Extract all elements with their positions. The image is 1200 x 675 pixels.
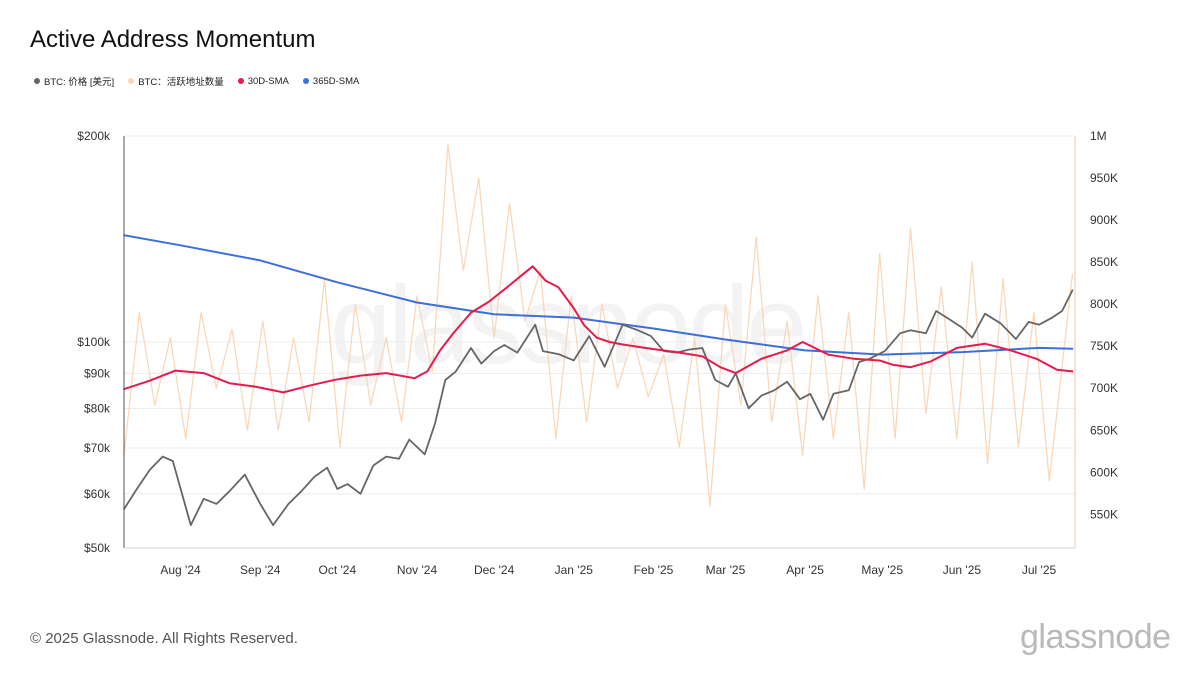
legend-swatch-price <box>34 78 40 84</box>
legend: BTC: 价格 [美元] BTC：活跃地址数量 30D-SMA 365D-SMA <box>34 74 359 88</box>
y-right-tick-label: 800K <box>1090 297 1118 311</box>
sma-30d-series-line <box>123 265 1074 394</box>
axes: $200k $100k $90k $80k $70k $60k $50k 1M 950K 900K… <box>77 129 1118 577</box>
active-addresses-series-line <box>123 143 1074 507</box>
x-tick-label: Apr '25 <box>786 563 824 577</box>
y-right-tick-label: 1M <box>1090 129 1107 143</box>
y-left-tick-label: $90k <box>84 366 111 380</box>
x-tick-label: Jul '25 <box>1022 563 1057 577</box>
y-left-tick-label: $100k <box>77 335 111 349</box>
x-tick-label: Oct '24 <box>319 563 357 577</box>
y-right-tick-label: 550K <box>1090 507 1118 521</box>
x-tick-label: Mar '25 <box>706 563 746 577</box>
price-series-line <box>123 289 1074 526</box>
y-left-tick-label: $70k <box>84 441 111 455</box>
y-left-tick-label: $60k <box>84 487 111 501</box>
y-left-tick-label: $200k <box>77 129 111 143</box>
x-tick-label: Dec '24 <box>474 563 515 577</box>
legend-label-365d-sma: 365D-SMA <box>312 75 360 87</box>
grid-lines <box>124 135 1075 549</box>
y-right-tick-label: 750K <box>1090 339 1118 353</box>
legend-label-30d-sma: 30D-SMA <box>247 75 289 87</box>
x-tick-label: Sep '24 <box>240 563 281 577</box>
legend-item-30d-sma[interactable]: 30D-SMA <box>237 74 289 88</box>
series-layer <box>123 143 1074 526</box>
legend-item-price[interactable]: BTC: 价格 [美元] <box>34 74 114 88</box>
x-tick-label: Feb '25 <box>634 563 674 577</box>
copyright-footer: © 2025 Glassnode. All Rights Reserved. <box>30 630 298 647</box>
x-tick-label: Nov '24 <box>397 563 438 577</box>
chart-title: Active Address Momentum <box>30 26 316 53</box>
legend-swatch-active-addresses <box>128 78 135 84</box>
y-left-tick-label: $80k <box>84 401 111 415</box>
x-tick-label: Jun '25 <box>943 563 982 577</box>
legend-label-active-addresses: BTC：活跃地址数量 <box>138 77 224 88</box>
x-tick-label: May '25 <box>861 563 903 577</box>
legend-swatch-30d-sma <box>237 78 244 84</box>
legend-swatch-365d-sma <box>302 78 309 84</box>
x-tick-label: Jan '25 <box>555 563 594 577</box>
x-tick-label: Aug '24 <box>160 563 201 577</box>
y-right-tick-label: 700K <box>1090 381 1118 395</box>
y-left-tick-label: $50k <box>84 541 111 555</box>
y-right-tick-label: 650K <box>1090 423 1118 437</box>
y-right-tick-label: 900K <box>1090 213 1118 227</box>
y-right-tick-label: 600K <box>1090 465 1118 479</box>
y-right-tick-label: 850K <box>1090 255 1118 269</box>
legend-item-365d-sma[interactable]: 365D-SMA <box>302 74 360 88</box>
glassnode-logo: glassnode <box>1020 618 1171 656</box>
y-right-tick-label: 950K <box>1090 171 1118 185</box>
legend-item-active-addresses[interactable]: BTC：活跃地址数量 <box>128 74 224 88</box>
legend-label-price: BTC: 价格 [美元] <box>44 77 115 88</box>
